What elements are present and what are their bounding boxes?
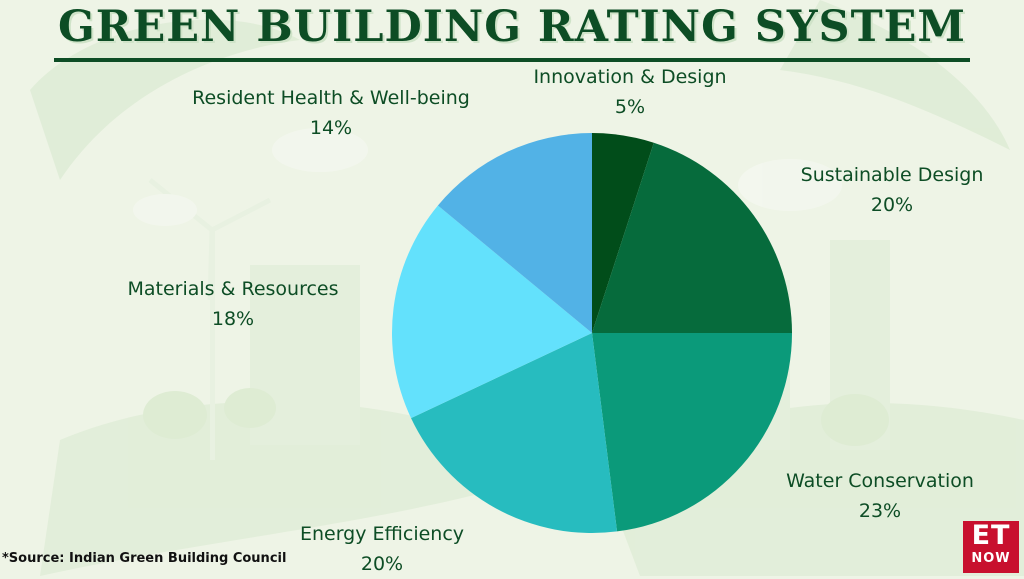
slice-name: Innovation & Design <box>533 66 727 88</box>
label-sustainable-design: Sustainable Design 20% <box>801 160 984 220</box>
slice-name: Water Conservation <box>786 470 974 492</box>
label-energy-efficiency: Energy Efficiency 20% <box>300 519 464 579</box>
logo-top-text: ET <box>971 520 1011 551</box>
title-underline <box>54 58 970 62</box>
pie-slice-0 <box>592 133 654 333</box>
page-title: GREEN BUILDING RATING SYSTEM <box>58 2 966 52</box>
pie-slice-2 <box>592 333 792 532</box>
pie-slice-5 <box>437 133 592 333</box>
label-materials-resources: Materials & Resources 18% <box>127 274 338 334</box>
label-innovation-design: Innovation & Design 5% <box>533 62 726 122</box>
slice-value: 20% <box>360 553 404 575</box>
slice-value: 20% <box>870 194 914 216</box>
pie-slice-3 <box>411 333 618 533</box>
slice-name: Sustainable Design <box>800 164 984 186</box>
label-water-conservation: Water Conservation 23% <box>786 466 974 526</box>
slice-name: Resident Health & Well-being <box>192 87 470 109</box>
slice-name: Energy Efficiency <box>299 523 465 545</box>
slice-value: 14% <box>309 117 353 139</box>
source-note: *Source: Indian Green Building Council <box>2 551 287 566</box>
pie-slice-4 <box>391 205 592 419</box>
label-resident-health: Resident Health & Well-being 14% <box>192 83 470 143</box>
pie-slice-1 <box>592 142 792 333</box>
slice-value: 18% <box>211 308 255 330</box>
et-now-logo: ET NOW <box>963 521 1019 573</box>
slice-value: 5% <box>614 96 646 118</box>
logo-bottom-text: NOW <box>971 551 1011 566</box>
slice-name: Materials & Resources <box>127 278 339 300</box>
slice-value: 23% <box>858 500 902 522</box>
